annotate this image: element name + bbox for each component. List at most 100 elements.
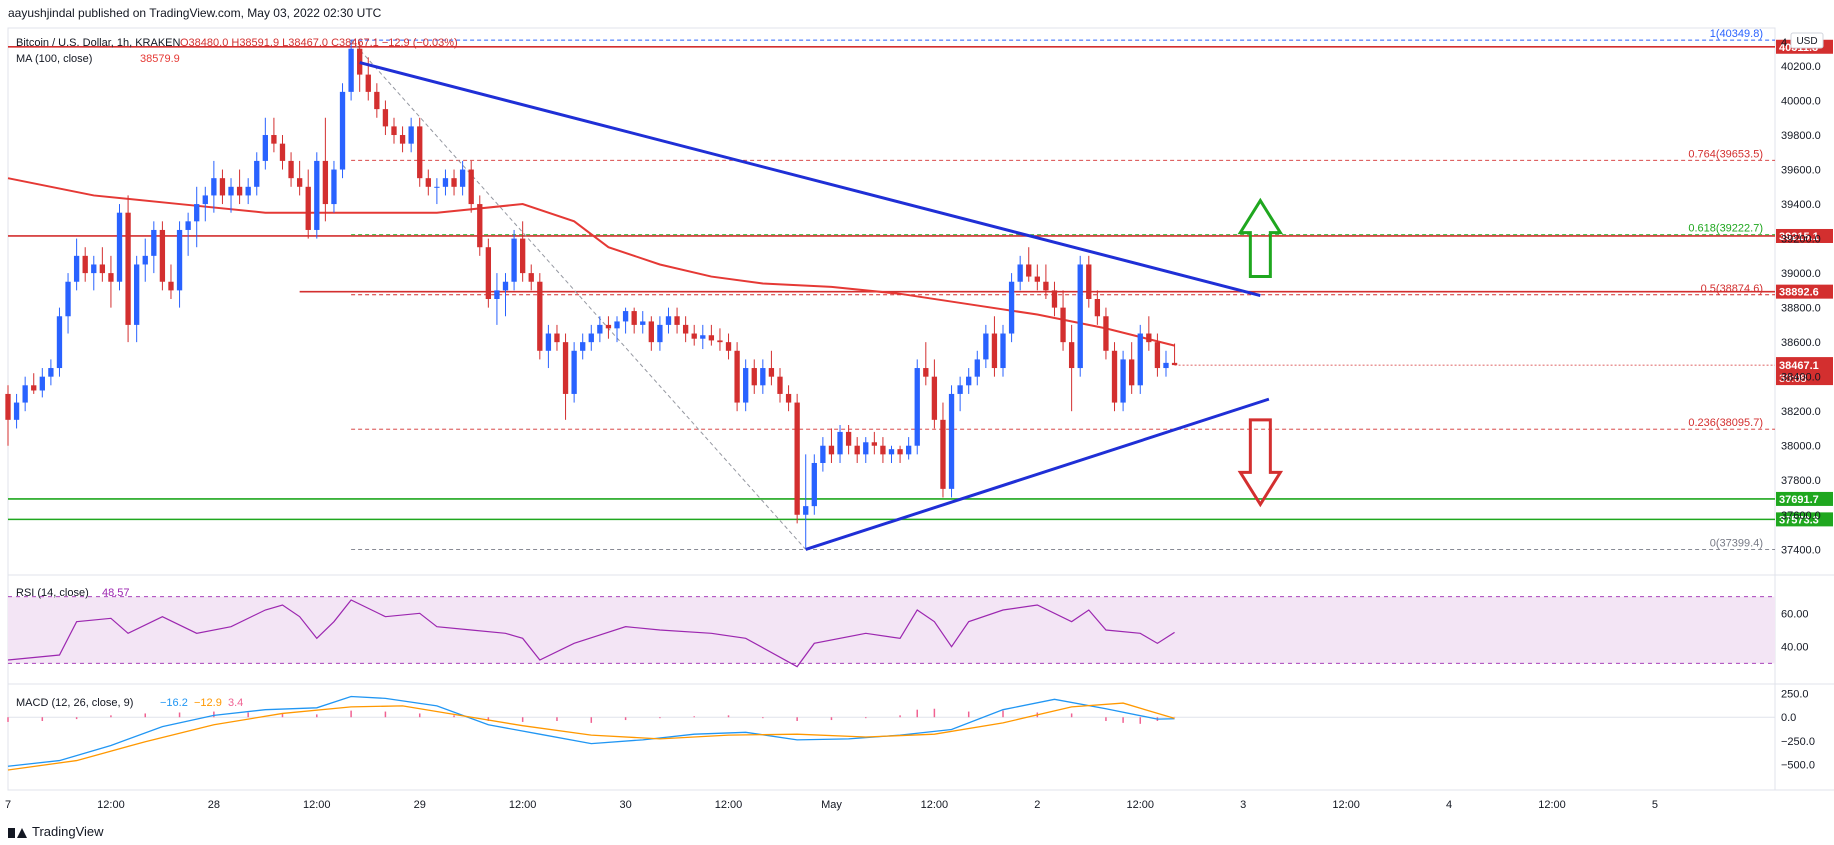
price-tick-label: 38400.0 [1781, 372, 1821, 384]
currency-box [1790, 32, 1824, 49]
time-tick-label: 29 [414, 799, 426, 811]
candle-body [734, 350, 740, 403]
macd-signal-line [7, 702, 1175, 771]
candle-body [708, 335, 715, 341]
candle-body [1103, 316, 1109, 351]
candle-body [940, 419, 946, 489]
macd-legend-value: −16.2 [160, 697, 188, 709]
candle-body [1163, 362, 1169, 369]
candle-body [108, 273, 114, 282]
ma-line [7, 177, 1175, 347]
level-price-label: 37573.3 [1779, 514, 1819, 526]
time-tick-label: 28 [208, 799, 220, 811]
macd-legend-value: −12.9 [194, 697, 222, 709]
candle-body [228, 186, 234, 196]
candle-body [331, 169, 337, 205]
candle-body [185, 221, 191, 230]
rsi-tick-label: 60.00 [1781, 608, 1809, 620]
candle-body [322, 160, 329, 205]
candle-body [348, 48, 354, 92]
ma-100-line [7, 177, 1175, 347]
candle-body [357, 48, 363, 75]
candle-body [202, 195, 208, 205]
candle-body [717, 340, 723, 343]
candle-body [700, 335, 706, 339]
macd-tick-label: −250.0 [1781, 736, 1815, 748]
candle-body [176, 229, 183, 291]
candle-body [614, 321, 620, 329]
price-tick-label: 37600.0 [1781, 510, 1821, 522]
candle-body [631, 311, 637, 325]
time-tick-label: 12:00 [715, 799, 743, 811]
arrows [1237, 197, 1284, 508]
level-price-label: 39215.1 [1779, 231, 1819, 243]
candle-body [219, 178, 226, 196]
level-price-tag [1776, 512, 1833, 527]
candle-body [39, 376, 45, 391]
current-price-label: 38467.1 [1779, 360, 1819, 372]
candle-body [751, 368, 757, 386]
candle-body [31, 385, 37, 391]
candle-body [254, 160, 260, 187]
candle-body [931, 376, 938, 420]
price-tick-label: 38800.0 [1781, 303, 1821, 315]
candle-body [73, 255, 80, 282]
price-tick-label: 37800.0 [1781, 475, 1821, 487]
candle-body [13, 402, 20, 420]
axes: 37400.0 37600.0 37800.0 38000.0 38200.0 38400… [5, 32, 1834, 811]
candle-body [134, 264, 140, 325]
candle-body [485, 247, 492, 299]
candle-body [648, 321, 654, 343]
candle-body [494, 290, 500, 299]
candle-body [22, 385, 28, 403]
candle-body [502, 281, 509, 291]
candle-body [1051, 290, 1058, 308]
candle-body [408, 126, 414, 144]
time-tick-label: 12:00 [1126, 799, 1154, 811]
candle-body [1171, 362, 1178, 366]
price-tick-label: 37400.0 [1781, 544, 1821, 556]
price-tick-label: 40200.0 [1781, 61, 1821, 73]
macd-pane: −500.0 −250.0 0.0 250.0 [7, 689, 1815, 771]
candle-body [554, 333, 560, 343]
candle-body [983, 333, 989, 360]
candle-body [459, 169, 466, 187]
legend: Bitcoin / U.S. Dollar, 1h, KRAKEN O38480… [16, 37, 458, 709]
candle-body [82, 255, 88, 274]
footer: TradingView [8, 824, 104, 839]
macd-line [7, 695, 1175, 767]
time-tick-label: 12:00 [509, 799, 537, 811]
candle-body [725, 342, 732, 351]
price-top-label: 4 [1781, 37, 1787, 49]
publisher-line: aayushjindal published on TradingView.co… [8, 6, 382, 20]
candle-body [768, 368, 775, 377]
candle-body [65, 281, 71, 317]
candle-body [948, 393, 955, 489]
price-tick-label: 40000.0 [1781, 95, 1821, 107]
candle-body [99, 264, 106, 274]
candle-body [743, 368, 749, 403]
candle-body [1026, 264, 1032, 277]
candle-body [657, 324, 663, 343]
price-tick-label: 39000.0 [1781, 268, 1821, 280]
candle-body [674, 316, 680, 325]
candle-body [288, 160, 294, 179]
candle-body [1111, 350, 1118, 403]
candle-body [451, 178, 457, 187]
candle-body [1060, 307, 1066, 343]
fib-level-label: 0.236(38095.7) [1688, 417, 1763, 429]
candle-body [399, 135, 406, 144]
grid [8, 28, 1834, 790]
candle-body [974, 359, 980, 377]
level-price-label: 37691.7 [1779, 494, 1819, 506]
candle-body [562, 342, 569, 394]
candle-body [477, 204, 483, 248]
level-price-tag [1776, 228, 1833, 243]
time-tick-label: 12:00 [1332, 799, 1360, 811]
time-tick-label: 30 [619, 799, 631, 811]
current-price-tag [1776, 357, 1833, 386]
brand-text: TradingView [32, 824, 104, 839]
candle-body [125, 212, 131, 325]
fib-anchor-line [350, 39, 807, 550]
